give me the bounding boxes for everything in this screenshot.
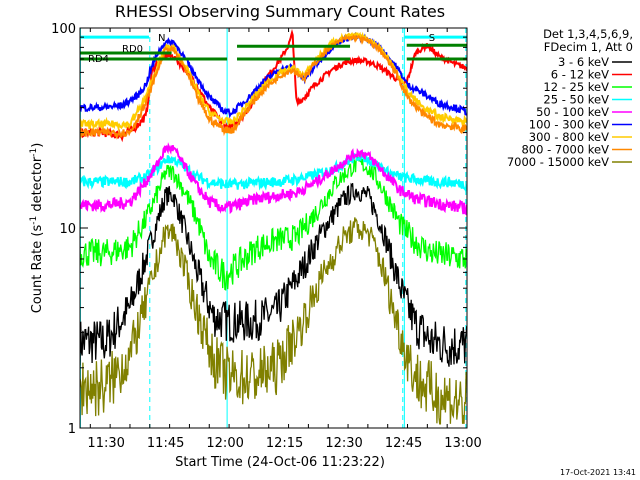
legend-entry-6: 300 - 800 keV [529, 130, 609, 144]
series-4-line [80, 142, 467, 216]
series-0-line [80, 182, 467, 367]
y-tick-label: 100 [51, 22, 76, 37]
x-tick-label: 12:15 [266, 436, 303, 451]
series-3-line [80, 151, 467, 193]
y-axis-label: Count Rate (s-1 detector-1) [29, 143, 45, 314]
legend-entry-3: 25 - 50 keV [543, 93, 609, 107]
legend-entry-7: 800 - 7000 keV [521, 143, 609, 157]
attenuator-label-1: RD4 [88, 54, 109, 65]
x-axis-label: Start Time (24-Oct-06 11:23:22) [175, 455, 385, 470]
x-axis: 11:30 11:45 12:00 12:15 12:30 12:45 13:00 [87, 28, 482, 451]
y-tick-label: 1 [68, 422, 76, 437]
x-tick-label: 11:45 [147, 436, 184, 451]
attenuator-label-0: RD0 [122, 44, 143, 55]
attenuator-layer: N S RD0 RD4 [80, 33, 467, 65]
x-tick-label: 12:00 [206, 436, 243, 451]
series-2-line [80, 156, 467, 291]
legend-entry-0: 3 - 6 keV [558, 55, 609, 69]
legend-header-line-2: FDecim 1, Att 0 [544, 40, 633, 54]
series-5-line [80, 32, 467, 119]
x-tick-label: 12:45 [385, 436, 422, 451]
legend-entry-2: 12 - 25 keV [543, 80, 609, 94]
legend-entry-5: 100 - 300 keV [529, 118, 609, 132]
chart-title: RHESSI Observing Summary Count Rates [115, 2, 445, 21]
legend-header-line-1: Det 1,3,4,5,6,9, [543, 27, 633, 41]
night-bar-label-0: N [158, 33, 165, 44]
generation-timestamp: 17-Oct-2021 13:41 [560, 468, 636, 477]
legend: Det 1,3,4,5,6,9, FDecim 1, Att 0 3 - 6 k… [507, 27, 633, 169]
series-7-line [80, 33, 467, 140]
legend-entry-8: 7000 - 15000 keV [507, 155, 609, 169]
y-axis: 1 10 100 [51, 22, 467, 437]
legend-entry-4: 50 - 100 keV [536, 105, 609, 119]
night-bar-label-1: S [429, 33, 435, 44]
series-layer [80, 28, 467, 425]
legend-entry-1: 6 - 12 keV [551, 68, 609, 82]
x-tick-label: 12:30 [325, 436, 362, 451]
x-tick-label: 13:00 [444, 436, 481, 451]
series-8-line [80, 217, 467, 425]
x-tick-label: 11:30 [87, 436, 124, 451]
y-tick-label: 10 [59, 222, 76, 237]
